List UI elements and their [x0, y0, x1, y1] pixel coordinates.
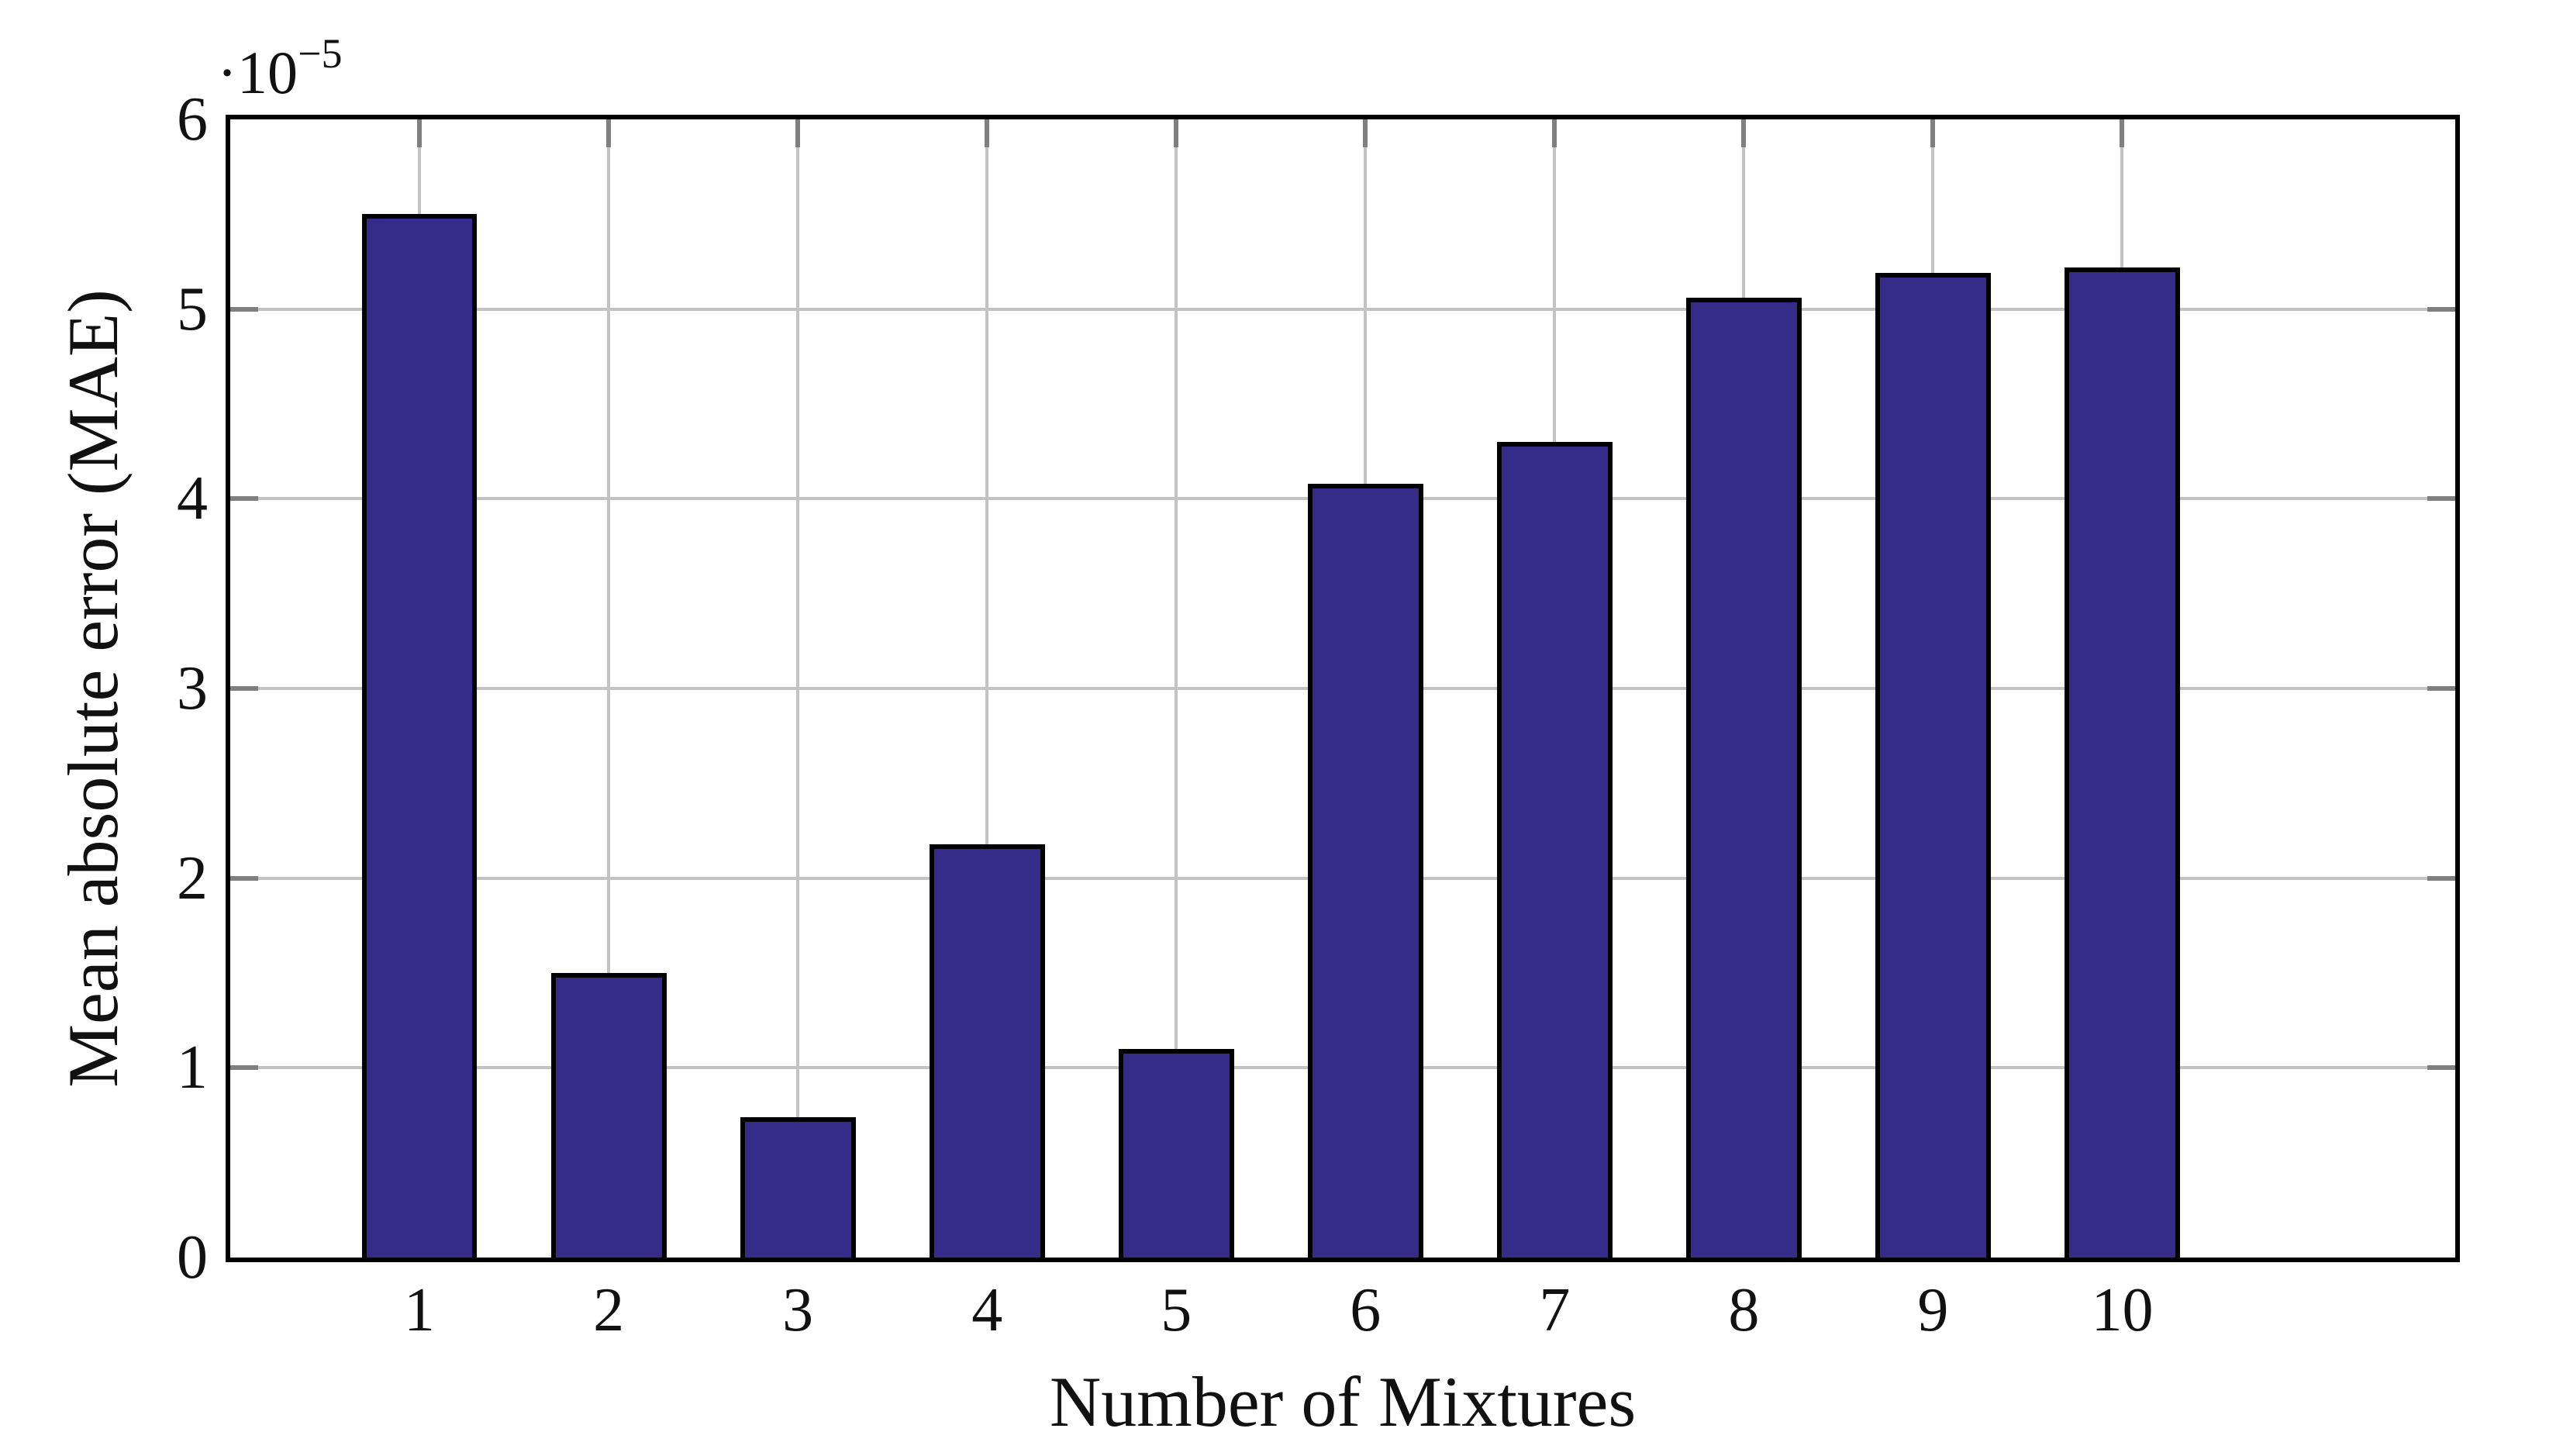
h-gridline-5	[230, 307, 2455, 311]
x-top-tick-7	[1552, 119, 1557, 147]
x-top-tick-5	[1174, 119, 1179, 147]
bar-8	[1685, 298, 1802, 1258]
x-tick-label-3: 3	[782, 1276, 814, 1344]
x-tick-label-5: 5	[1161, 1276, 1192, 1344]
bar-5	[1118, 1048, 1234, 1258]
x-tick-label-9: 9	[1917, 1276, 1949, 1344]
x-top-tick-1	[417, 119, 423, 147]
y-left-tick-1	[230, 1065, 258, 1071]
x-tick-label-6: 6	[1350, 1276, 1382, 1344]
x-axis-title: Number of Mixtures	[1049, 1362, 1637, 1441]
v-gridline-5	[1175, 119, 1178, 1258]
x-tick-label-7: 7	[1539, 1276, 1571, 1344]
x-top-tick-10	[2120, 119, 2125, 147]
y-tick-label-0: 0	[177, 1223, 208, 1292]
bar-6	[1307, 483, 1423, 1258]
x-top-tick-2	[606, 119, 612, 147]
v-gridline-2	[607, 119, 611, 1258]
v-gridline-3	[796, 119, 800, 1258]
x-tick-label-4: 4	[971, 1276, 1003, 1344]
y-scale-exponent: −5	[297, 30, 343, 77]
bar-1	[361, 214, 478, 1258]
y-left-tick-4	[230, 496, 258, 502]
y-axis-scale-exponent: ·10−5	[217, 28, 342, 103]
y-right-tick-5	[2427, 306, 2455, 312]
y-right-tick-1	[2427, 1065, 2455, 1071]
x-tick-label-8: 8	[1728, 1276, 1760, 1344]
bar-4	[929, 844, 1045, 1258]
y-tick-label-3: 3	[177, 654, 208, 723]
y-tick-label-1: 1	[177, 1033, 208, 1102]
plot-area	[226, 115, 2460, 1262]
x-top-tick-6	[1363, 119, 1368, 147]
y-right-tick-2	[2427, 875, 2455, 881]
x-top-tick-4	[985, 119, 990, 147]
y-right-tick-3	[2427, 686, 2455, 691]
x-tick-label-10: 10	[2091, 1276, 2154, 1344]
y-tick-label-6: 6	[177, 85, 208, 154]
y-scale-prefix: ·10	[217, 39, 298, 106]
bar-3	[740, 1116, 856, 1258]
y-tick-label-2: 2	[177, 844, 208, 913]
bar-9	[1875, 273, 1991, 1258]
y-tick-label-4: 4	[177, 464, 208, 533]
bar-2	[550, 973, 667, 1258]
bar-7	[1496, 441, 1613, 1258]
x-top-tick-3	[795, 119, 801, 147]
v-gridline-4	[985, 119, 989, 1258]
x-top-tick-8	[1741, 119, 1747, 147]
x-tick-label-2: 2	[593, 1276, 625, 1344]
x-top-tick-9	[1930, 119, 1936, 147]
y-left-tick-3	[230, 686, 258, 691]
bar-10	[2065, 267, 2180, 1258]
y-tick-label-5: 5	[177, 274, 208, 343]
x-tick-label-1: 1	[404, 1276, 436, 1344]
y-left-tick-5	[230, 306, 258, 312]
y-left-tick-2	[230, 875, 258, 881]
y-right-tick-4	[2427, 496, 2455, 502]
